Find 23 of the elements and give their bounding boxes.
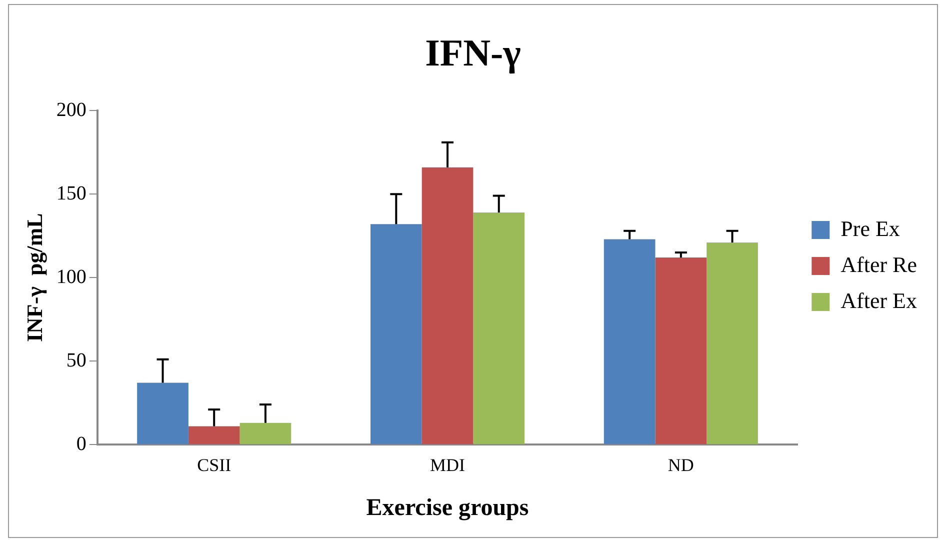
y-tick-label: 0 <box>76 432 86 455</box>
bar <box>706 242 758 444</box>
y-axis-title: INF-γ pg/mL <box>22 213 47 342</box>
bar <box>137 382 188 444</box>
y-tick-label: 50 <box>66 349 86 372</box>
bar <box>422 167 474 444</box>
x-tick-label: CSII <box>197 455 232 476</box>
bar <box>655 258 707 444</box>
bar <box>188 426 240 444</box>
y-tick-label: 100 <box>56 266 86 288</box>
chart-title: IFN-γ <box>425 32 522 75</box>
x-tick-label: ND <box>668 455 694 476</box>
legend-label: After Re <box>840 252 918 277</box>
y-tick-label: 150 <box>56 182 86 204</box>
legend-label: Pre Ex <box>840 216 900 241</box>
bar <box>370 224 422 444</box>
y-tick-label: 200 <box>56 98 86 121</box>
x-tick-label: MDI <box>430 455 466 476</box>
legend-label: After Ex <box>840 288 918 313</box>
bar <box>240 422 292 444</box>
x-axis-title: Exercise groups <box>366 494 529 521</box>
bar <box>604 239 656 444</box>
bar <box>473 212 525 444</box>
